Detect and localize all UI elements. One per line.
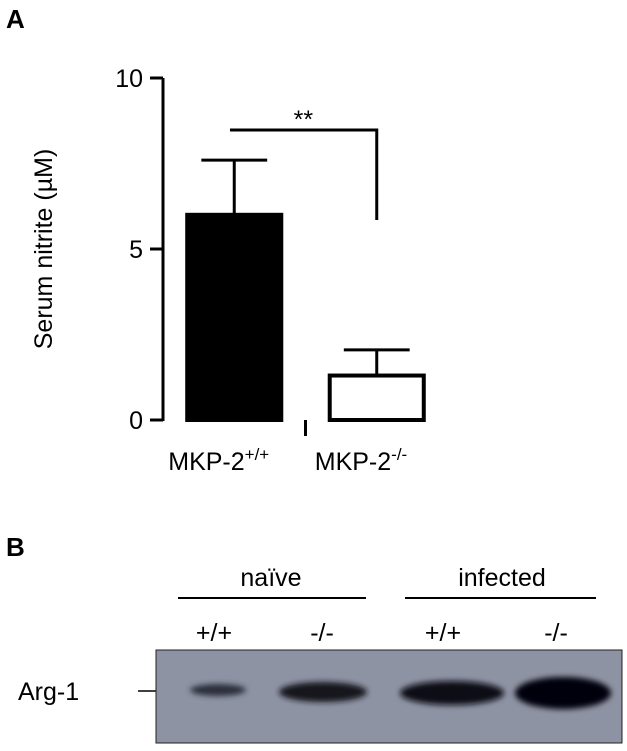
lane-label: +/+ [196,619,232,647]
category-name: MKP-2 [315,448,391,476]
band [190,684,246,696]
lane-label: +/+ [425,619,461,647]
band [400,681,504,705]
protein-label: Arg-1 [18,678,79,706]
bar [185,212,284,422]
group-label: naïve [240,564,301,592]
x-tick-label: MKP-2-/- [315,445,407,476]
genotype: +/+ [245,445,270,464]
significance-bracket [229,128,379,220]
band [279,682,367,702]
category-name: MKP-2 [168,448,244,476]
lane-label: -/- [310,619,334,647]
y-tick-label: 10 [115,65,143,93]
panel-label: A [6,4,25,34]
y-tick-label: 5 [129,236,143,264]
x-tick-label: MKP-2+/+ [168,445,269,476]
genotype: -/- [391,445,407,464]
y-axis-label: Serum nitrite (µM) [30,149,58,350]
group-label: infected [458,564,546,592]
band [515,677,611,709]
lane-label: -/- [544,619,568,647]
bar [327,373,426,423]
significance-label: ** [294,106,314,134]
western-blot: naïve infected +/+ -/- +/+ -/- Arg-1 [18,564,623,744]
y-tick-label: 0 [129,407,143,435]
panel-label: B [6,532,25,562]
